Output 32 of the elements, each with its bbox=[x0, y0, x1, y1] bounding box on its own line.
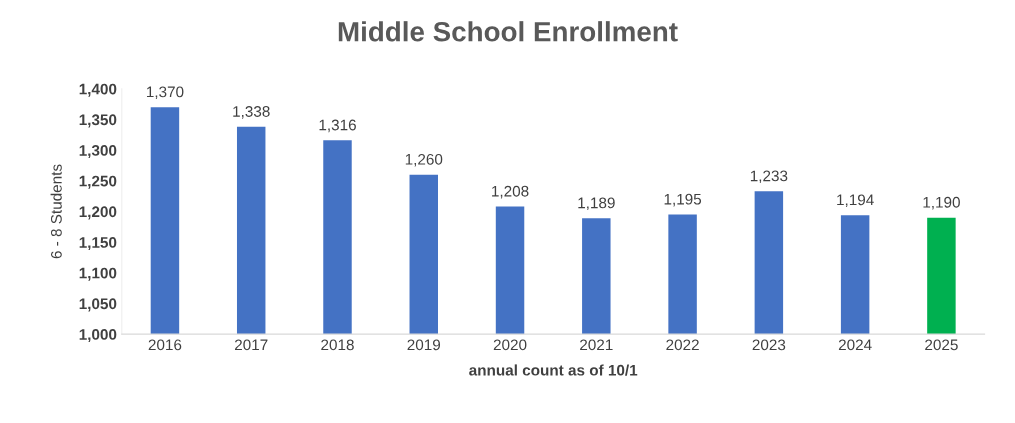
x-tick-label: 2016 bbox=[148, 339, 182, 351]
data-label: 1,208 bbox=[492, 185, 529, 199]
y-tick-label: 1,400 bbox=[79, 83, 117, 97]
data-label: 1,189 bbox=[578, 197, 615, 211]
y-tick-label: 1,350 bbox=[79, 114, 117, 128]
x-axis-title: annual count as of 10/1 bbox=[469, 364, 638, 376]
data-label: 1,190 bbox=[923, 196, 960, 210]
y-tick-label: 1,050 bbox=[79, 298, 117, 312]
y-tick-label: 1,000 bbox=[79, 329, 117, 343]
y-tick-label: 1,200 bbox=[79, 206, 117, 220]
chart-title: Middle School Enrollment bbox=[338, 21, 678, 42]
data-label: 1,260 bbox=[405, 153, 443, 167]
x-tick-label: 2018 bbox=[321, 339, 354, 351]
data-label: 1,195 bbox=[664, 193, 702, 207]
data-label: 1,370 bbox=[146, 86, 184, 100]
x-tick-label: 2019 bbox=[407, 339, 441, 351]
y-tick-label: 1,250 bbox=[79, 175, 117, 189]
x-tick-label: 2017 bbox=[234, 339, 268, 351]
data-label: 1,316 bbox=[319, 119, 356, 133]
x-tick-label: 2022 bbox=[666, 339, 699, 351]
data-label: 1,338 bbox=[233, 106, 270, 119]
x-tick-label: 2020 bbox=[493, 339, 527, 351]
data-label: 1,233 bbox=[750, 170, 788, 184]
data-label: 1,194 bbox=[837, 194, 874, 208]
y-tick-label: 1,150 bbox=[79, 237, 117, 251]
y-tick-label: 1,100 bbox=[79, 267, 117, 281]
y-tick-label: 1,300 bbox=[79, 145, 117, 159]
x-tick-label: 2023 bbox=[752, 339, 786, 351]
x-tick-label: 2021 bbox=[580, 339, 613, 351]
x-tick-label: 2025 bbox=[925, 339, 958, 351]
y-axis-title: 6 - 8 Students bbox=[50, 164, 62, 259]
x-tick-label: 2024 bbox=[838, 339, 872, 351]
